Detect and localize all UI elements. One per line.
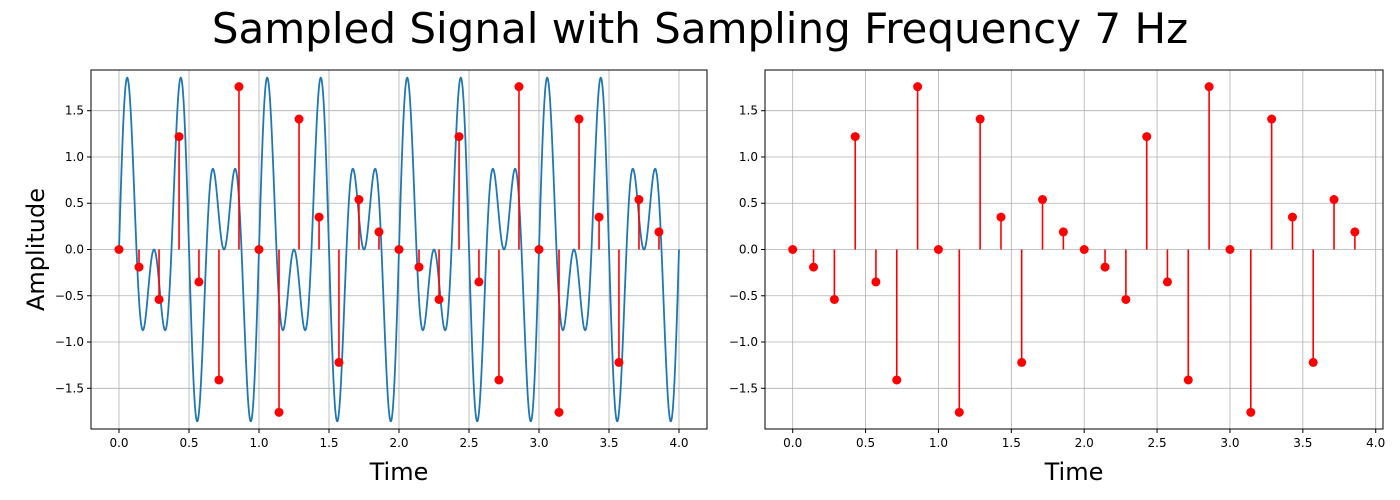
x-tick-label: 3.0 bbox=[529, 436, 548, 450]
sample-point bbox=[871, 277, 881, 287]
x-tick-label: 3.5 bbox=[599, 436, 618, 450]
sample-point bbox=[892, 375, 902, 385]
plot-area bbox=[788, 82, 1360, 417]
sample-point bbox=[394, 245, 404, 254]
y-tick-label: −0.5 bbox=[729, 289, 758, 303]
x-tick-label: 1.5 bbox=[1002, 436, 1021, 450]
sample-point bbox=[654, 227, 664, 237]
sample-point bbox=[494, 375, 504, 385]
y-tick-label: 0.5 bbox=[65, 196, 84, 210]
y-tick-label: −1.0 bbox=[729, 335, 758, 349]
sample-point bbox=[1308, 357, 1318, 367]
sample-point bbox=[134, 262, 144, 272]
right-panel: 0.0 0.5 1.0 1.5 2.0 2.5 3.0 3.5 4.0 −1.5 −1.0 −0.5 0… bbox=[729, 69, 1385, 486]
sample-point bbox=[1183, 375, 1193, 385]
x-tick-label: 3.5 bbox=[1293, 436, 1312, 450]
y-tick-label: 0.0 bbox=[65, 243, 84, 257]
sample-point bbox=[1329, 195, 1339, 205]
y-tick-label: −1.0 bbox=[55, 335, 84, 349]
sample-point bbox=[114, 245, 124, 254]
sample-point bbox=[254, 245, 264, 254]
y-tick-label: −1.5 bbox=[729, 381, 758, 395]
x-tick-label: 3.0 bbox=[1220, 436, 1239, 450]
x-tick-label: 1.5 bbox=[319, 436, 338, 450]
sample-point bbox=[154, 294, 164, 304]
x-axis-title: Time bbox=[1044, 458, 1104, 486]
left-panel: 0.0 0.5 1.0 1.5 2.0 2.5 3.0 3.5 4.0 −1.5 −1.0 −0.5 0… bbox=[22, 69, 708, 486]
sample-point bbox=[554, 407, 564, 417]
y-tick-label: 1.0 bbox=[739, 150, 758, 164]
y-tick-label: 1.5 bbox=[65, 104, 84, 118]
sample-point bbox=[933, 245, 943, 254]
plot-area bbox=[114, 76, 680, 423]
sample-point bbox=[829, 294, 839, 304]
figure-title: Sampled Signal with Sampling Frequency 7… bbox=[211, 4, 1189, 53]
sample-point bbox=[1246, 407, 1256, 417]
sample-point bbox=[1121, 294, 1131, 304]
x-axis-title: Time bbox=[369, 458, 429, 486]
sample-point bbox=[1267, 114, 1277, 124]
x-tick-label: 2.0 bbox=[1075, 436, 1094, 450]
y-tick-label: 1.5 bbox=[739, 104, 758, 118]
y-tick-label: 1.0 bbox=[65, 150, 84, 164]
sample-point bbox=[913, 82, 923, 92]
sample-point bbox=[454, 132, 464, 142]
x-tick-label: 0.0 bbox=[109, 436, 128, 450]
x-tick-label: 2.5 bbox=[459, 436, 478, 450]
sample-point bbox=[354, 195, 364, 205]
sample-point bbox=[374, 227, 384, 237]
x-tick-label: 4.0 bbox=[669, 436, 688, 450]
sample-point bbox=[294, 114, 304, 124]
sample-point bbox=[474, 277, 484, 287]
sample-point bbox=[634, 195, 644, 205]
sample-point bbox=[334, 357, 344, 367]
y-tick-label: −1.5 bbox=[55, 381, 84, 395]
y-tick-label: −0.5 bbox=[55, 289, 84, 303]
sample-point bbox=[788, 245, 798, 254]
sample-point bbox=[954, 407, 964, 417]
sample-point bbox=[314, 212, 324, 222]
x-tick-label: 0.0 bbox=[783, 436, 802, 450]
sample-point bbox=[1142, 132, 1152, 142]
sample-point bbox=[1017, 357, 1027, 367]
sample-point bbox=[809, 262, 819, 272]
sample-point bbox=[574, 114, 584, 124]
sample-point bbox=[1058, 227, 1068, 237]
sample-point bbox=[534, 245, 544, 254]
sample-point bbox=[274, 407, 284, 417]
x-tick-label: 0.5 bbox=[856, 436, 875, 450]
x-tick-label: 0.5 bbox=[179, 436, 198, 450]
sample-point bbox=[214, 375, 224, 385]
sample-point bbox=[514, 82, 524, 92]
sample-point bbox=[614, 357, 624, 367]
sample-point bbox=[850, 132, 860, 142]
sample-point bbox=[594, 212, 604, 222]
sample-point bbox=[1350, 227, 1360, 237]
sample-point bbox=[174, 132, 184, 142]
x-tick-label: 2.0 bbox=[389, 436, 408, 450]
sample-point bbox=[194, 277, 204, 287]
x-tick-label: 4.0 bbox=[1366, 436, 1385, 450]
sample-point bbox=[434, 294, 444, 304]
sample-point bbox=[1225, 245, 1235, 254]
x-tick-label: 1.0 bbox=[249, 436, 268, 450]
y-tick-label: 0.0 bbox=[739, 243, 758, 257]
sample-point bbox=[975, 114, 985, 124]
sample-point bbox=[1079, 245, 1089, 254]
sample-point bbox=[1100, 262, 1110, 272]
y-axis-title: Amplitude bbox=[22, 188, 50, 311]
sample-point bbox=[1204, 82, 1214, 92]
x-tick-label: 1.0 bbox=[929, 436, 948, 450]
sample-point bbox=[1162, 277, 1172, 287]
sample-point bbox=[1038, 195, 1048, 205]
sample-point bbox=[414, 262, 424, 272]
x-tick-label: 2.5 bbox=[1148, 436, 1167, 450]
y-tick-label: 0.5 bbox=[739, 196, 758, 210]
sample-point bbox=[996, 212, 1006, 222]
sample-point bbox=[1287, 212, 1297, 222]
sample-point bbox=[234, 82, 244, 92]
